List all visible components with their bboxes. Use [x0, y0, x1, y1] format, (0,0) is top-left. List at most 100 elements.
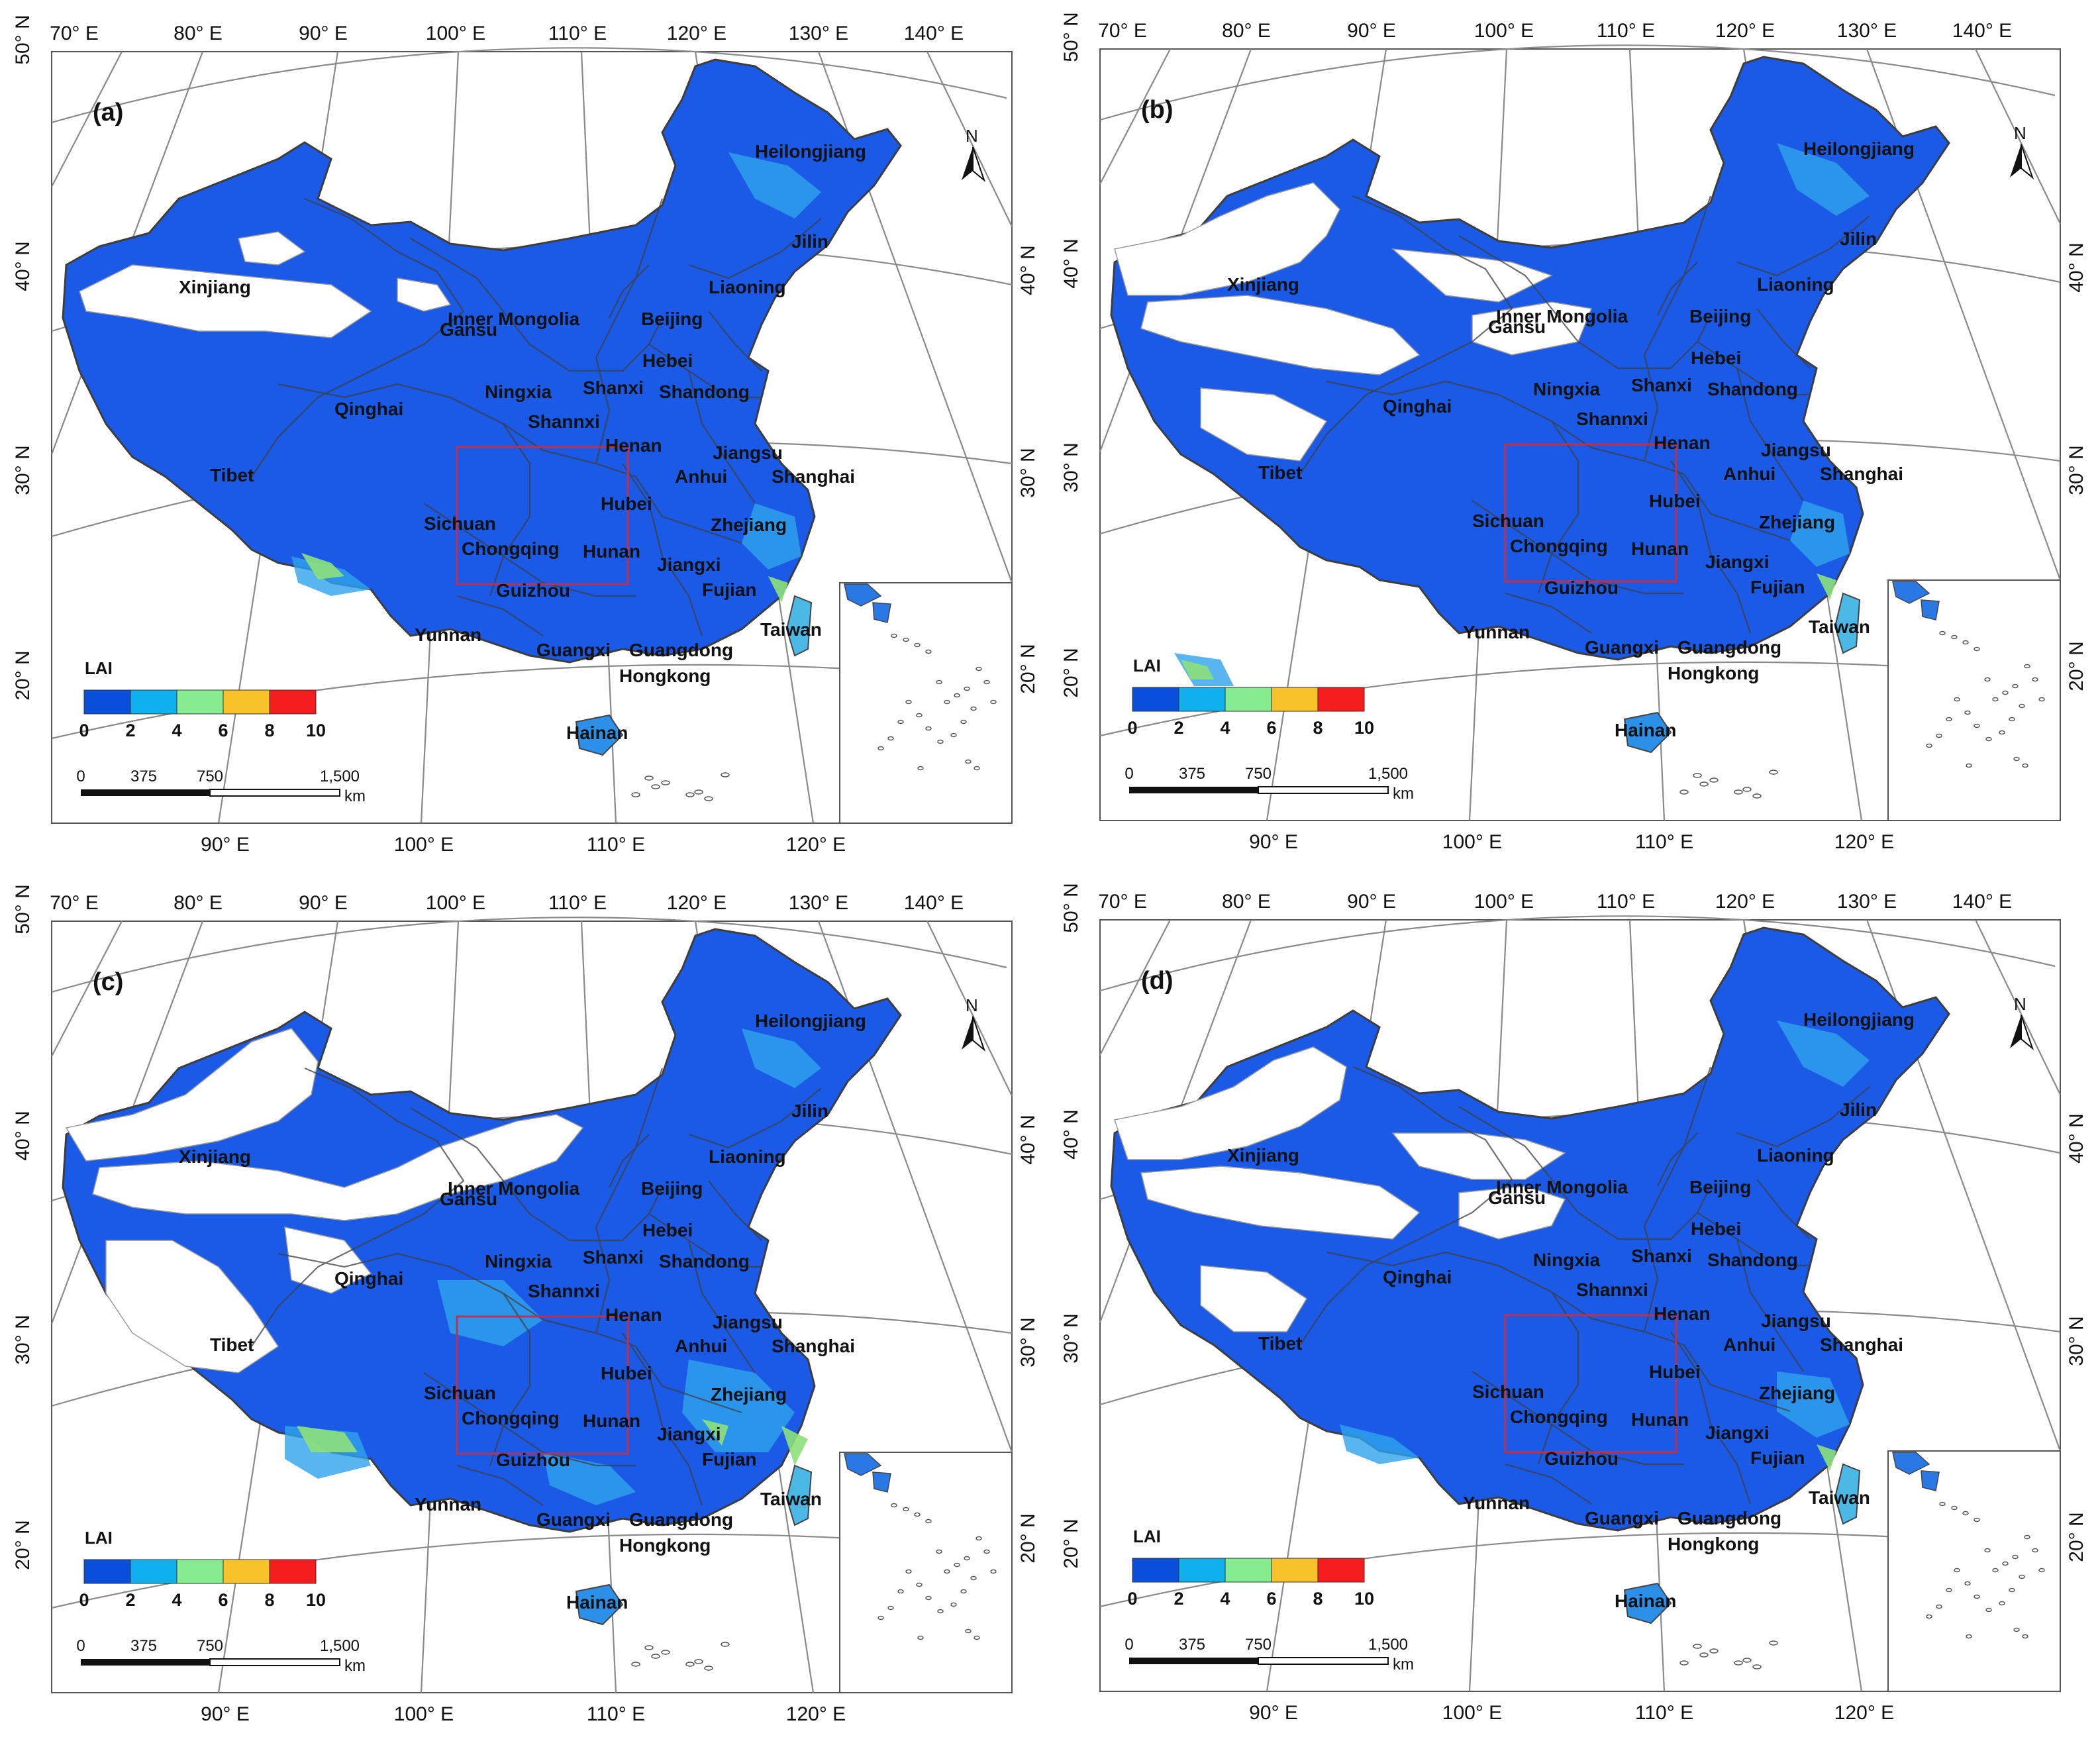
inset-frame	[839, 582, 1013, 824]
inset-island	[1985, 1607, 1992, 1613]
province-border	[688, 1087, 822, 1149]
inset-mainland	[1892, 581, 1930, 604]
province-label-chongqing: Chongqing	[462, 1408, 560, 1428]
lai-moderate-patch	[543, 1452, 636, 1505]
province-label-jiangxi: Jiangxi	[1705, 552, 1769, 572]
province-label-inner-mongolia: Inner Mongolia	[448, 1178, 580, 1199]
inset-island	[1954, 697, 1960, 702]
province-label-guizhou: Guizhou	[496, 1450, 570, 1470]
study-area-box	[1504, 1314, 1677, 1454]
province-label-xinjiang: Xinjiang	[1227, 1145, 1299, 1166]
inset-hainan	[872, 1471, 891, 1493]
sea-island	[721, 772, 730, 777]
sea-island	[1679, 1660, 1689, 1666]
province-label-tibet: Tibet	[1258, 1333, 1302, 1354]
left-latitude-label: 20° N	[1060, 648, 1082, 697]
province-border	[1458, 235, 1711, 370]
lai-high-patch	[1181, 660, 1214, 679]
left-latitude-label: 40° N	[1060, 238, 1082, 288]
sea-island	[1709, 1648, 1719, 1654]
left-latitude-label: 50° N	[1060, 12, 1082, 62]
inset-frame	[839, 1452, 1013, 1693]
province-label-guangxi: Guangxi	[1585, 1508, 1659, 1528]
inset-island	[917, 766, 924, 771]
left-latitude-label: 30° N	[12, 445, 34, 495]
scale-tick: 0	[76, 768, 85, 785]
no-data-patch	[1114, 1046, 1347, 1160]
inset-island	[2019, 1574, 2025, 1579]
bottom-longitude-label: 110° E	[587, 1703, 645, 1725]
inset-frame	[1887, 579, 2061, 821]
lai-high-patch	[1817, 573, 1836, 600]
no-data-patch	[1140, 1166, 1421, 1240]
province-label-hainan: Hainan	[1615, 1591, 1676, 1611]
top-longitude-label: 90° E	[299, 23, 348, 44]
inset-island	[1939, 1501, 1946, 1507]
province-label-beijing: Beijing	[1689, 306, 1751, 326]
province-label-qinghai: Qinghai	[1383, 1267, 1452, 1287]
province-border	[456, 1464, 544, 1506]
legend-swatch	[223, 689, 270, 715]
bottom-longitude-label: 90° E	[201, 834, 250, 856]
province-label-guangdong: Guangdong	[629, 640, 733, 660]
province-border	[648, 344, 762, 399]
inset-island	[954, 1562, 960, 1568]
scale-bar: 0 375 750 1,500 km	[76, 768, 366, 805]
top-longitude-label: 90° E	[299, 892, 348, 914]
province-border	[1756, 308, 1811, 369]
inset-island	[965, 1628, 972, 1634]
top-longitude-label: 110° E	[548, 892, 607, 914]
scale-segment-filled	[81, 789, 210, 796]
scale-tick: 1,500	[1368, 1636, 1408, 1654]
province-label-jiangsu: Jiangsu	[713, 442, 783, 463]
legend-tick: 10	[306, 1590, 326, 1610]
inset-island	[2022, 763, 2028, 768]
legend-tick: 8	[1313, 718, 1323, 738]
inset-island	[2038, 697, 2045, 702]
legend-tick: 0	[1127, 1589, 1137, 1609]
lai-high-patch	[781, 1426, 808, 1466]
province-label-taiwan: Taiwan	[760, 619, 822, 640]
scale-unit: km	[1393, 785, 1414, 803]
top-longitude-label: 110° E	[548, 23, 607, 44]
province-label-jiangsu: Jiangsu	[1761, 440, 1831, 460]
north-arrow-left	[962, 1017, 973, 1050]
legend-title: LAI	[1133, 1526, 1161, 1546]
province-label-hainan: Hainan	[566, 723, 628, 743]
province-labels: Heilongjiang Jilin Liaoning Xinjiang Inner M…	[179, 141, 866, 743]
no-data-patch	[92, 1114, 584, 1221]
province-label-beijing: Beijing	[1689, 1177, 1751, 1197]
province-border	[1326, 1251, 1592, 1319]
legend-swatch	[130, 689, 177, 715]
bottom-longitude-label: 120° E	[1834, 831, 1894, 853]
sea-island	[704, 796, 713, 801]
province-border	[489, 1293, 531, 1466]
sea-island	[704, 1666, 713, 1671]
top-longitude-label: 70° E	[1098, 891, 1147, 913]
province-label-yunnan: Yunnan	[415, 1494, 481, 1515]
inset-island	[1992, 1568, 1999, 1573]
province-label-hunan: Hunan	[1631, 538, 1689, 559]
inset-island	[983, 679, 990, 685]
inset-island	[2022, 1634, 2028, 1639]
lai-moderate-patch	[1777, 1021, 1870, 1087]
province-label-ningxia: Ningxia	[485, 1251, 552, 1271]
province-label-henan: Henan	[1654, 432, 1711, 453]
province-border	[1299, 195, 1513, 475]
province-border	[622, 1332, 703, 1506]
legend-tick: 0	[1127, 718, 1137, 738]
legend-swatch	[1178, 687, 1226, 712]
legend-tick: 6	[1266, 1589, 1276, 1609]
inset-island	[887, 736, 894, 741]
province-label-guangxi: Guangxi	[1585, 637, 1659, 658]
sea-island	[661, 1650, 670, 1655]
province-border	[277, 1252, 544, 1321]
province-label-shannxi: Shannxi	[1576, 1279, 1648, 1300]
legend-tick: 6	[1266, 718, 1276, 738]
lai-legend: LAI 0 2 4 6 8 10	[79, 658, 326, 740]
top-longitude-label: 100° E	[1474, 891, 1534, 913]
scale-tick: 1,500	[1368, 765, 1408, 783]
top-longitude-label: 100° E	[426, 892, 485, 914]
inset-island	[2002, 690, 2009, 695]
top-longitude-label: 140° E	[904, 23, 964, 44]
